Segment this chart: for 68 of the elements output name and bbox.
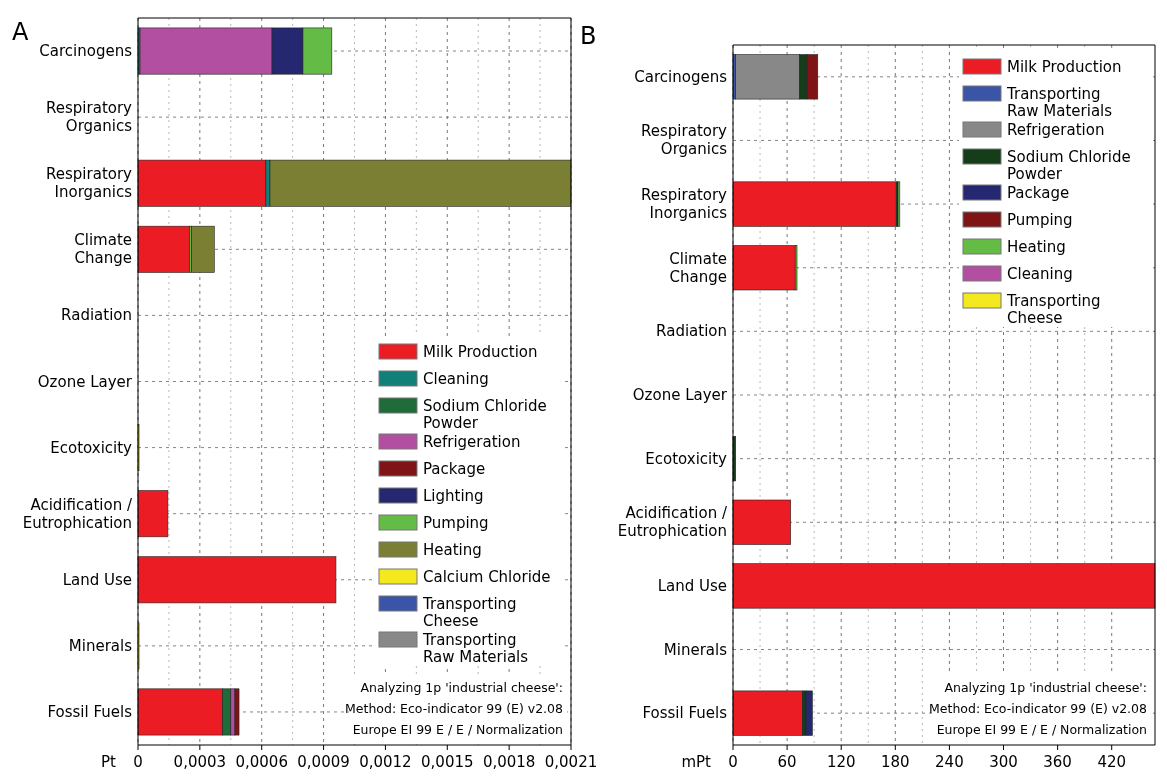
legend-label: Cleaning [1007, 265, 1073, 283]
x-tick-label: 180 [880, 753, 910, 771]
y-tick-label: Radiation [61, 306, 132, 325]
y-tick-label: Acidification / Eutrophication [617, 504, 728, 541]
annotation: Method: Eco-indicator 99 (E) v2.08 [345, 701, 564, 716]
y-tick-label: Ecotoxicity [50, 438, 133, 457]
legend-label: Transporting Raw Materials [1006, 85, 1113, 120]
annotation: Method: Eco-indicator 99 (E) v2.08 [929, 701, 1148, 716]
y-tick-label: Minerals [68, 636, 133, 655]
x-tick-label: 0,0003 [173, 753, 227, 771]
x-tick-label: 360 [1043, 753, 1072, 771]
x-tick-label: 0,0012 [359, 753, 412, 771]
legend-label: Refrigeration [1007, 121, 1105, 139]
x-axis-title: mPt [681, 753, 712, 771]
chart-title: B [580, 22, 597, 50]
legend-label: Milk Production [1007, 58, 1122, 76]
legend-label: Sodium Chloride Powder [423, 397, 547, 432]
y-tick-label: Ecotoxicity [645, 449, 728, 468]
y-tick-label: Land Use [657, 576, 727, 595]
y-tick-label: Respiratory Inorganics [641, 186, 728, 223]
annotation: Analyzing 1p 'industrial cheese': [360, 680, 563, 695]
x-tick-label: 120 [826, 753, 856, 771]
legend-label: Heating [423, 541, 482, 559]
annotation: Europe EI 99 E / E / Normalization [936, 722, 1147, 737]
y-tick-label: Climate Change [669, 249, 727, 286]
legend-label: Package [423, 460, 486, 478]
y-tick-label: Land Use [62, 570, 132, 589]
annotation: Analyzing 1p 'industrial cheese': [944, 680, 1147, 695]
y-tick-label: Radiation [656, 322, 727, 341]
y-tick-label: Ozone Layer [632, 386, 728, 404]
legend-label: Calcium Chloride [423, 568, 551, 586]
legend-label: Refrigeration [423, 433, 521, 451]
x-tick-label: 0 [133, 753, 143, 771]
x-tick-label: 0,0006 [235, 753, 288, 771]
legend-label: Pumping [423, 514, 489, 532]
x-tick-label: 60 [777, 753, 797, 771]
y-tick-label: Climate Change [74, 231, 132, 268]
x-tick-label: 0,0015 [421, 753, 474, 771]
legend-label: Cleaning [423, 370, 489, 388]
legend-label: Transporting Cheese [422, 595, 517, 630]
x-tick-label: 0,0021 [544, 753, 598, 771]
y-tick-label: Carcinogens [634, 67, 728, 86]
chart-title: A [12, 18, 29, 46]
y-tick-label: Acidification / Eutrophication [22, 495, 133, 532]
y-tick-label: Fossil Fuels [642, 704, 728, 723]
y-tick-label: Fossil Fuels [47, 702, 133, 721]
x-tick-label: 0,0009 [297, 753, 350, 771]
legend-label: Transporting Raw Materials [422, 631, 529, 666]
x-tick-label: 0,0018 [482, 753, 536, 771]
x-tick-label: 300 [989, 753, 1018, 771]
legend-label: Sodium Chloride Powder [1007, 148, 1131, 183]
x-tick-label: 240 [935, 753, 964, 771]
y-tick-label: Respiratory Organics [46, 99, 133, 136]
legend-label: Pumping [1007, 211, 1073, 229]
annotation: Europe EI 99 E / E / Normalization [352, 722, 563, 737]
legend-label: Transporting Cheese [1006, 292, 1101, 327]
legend-label: Lighting [423, 487, 484, 505]
legend-label: Package [1007, 184, 1070, 202]
legend-label: Heating [1007, 238, 1066, 256]
x-axis-title: Pt [101, 753, 117, 771]
y-tick-label: Respiratory Organics [641, 122, 728, 159]
y-tick-label: Ozone Layer [37, 372, 133, 391]
x-tick-label: 420 [1097, 753, 1127, 771]
y-tick-label: Minerals [663, 640, 728, 659]
x-tick-label: 0 [728, 753, 738, 771]
y-tick-label: Respiratory Inorganics [46, 165, 133, 202]
legend-label: Milk Production [423, 343, 538, 361]
y-tick-label: Carcinogens [39, 42, 133, 61]
